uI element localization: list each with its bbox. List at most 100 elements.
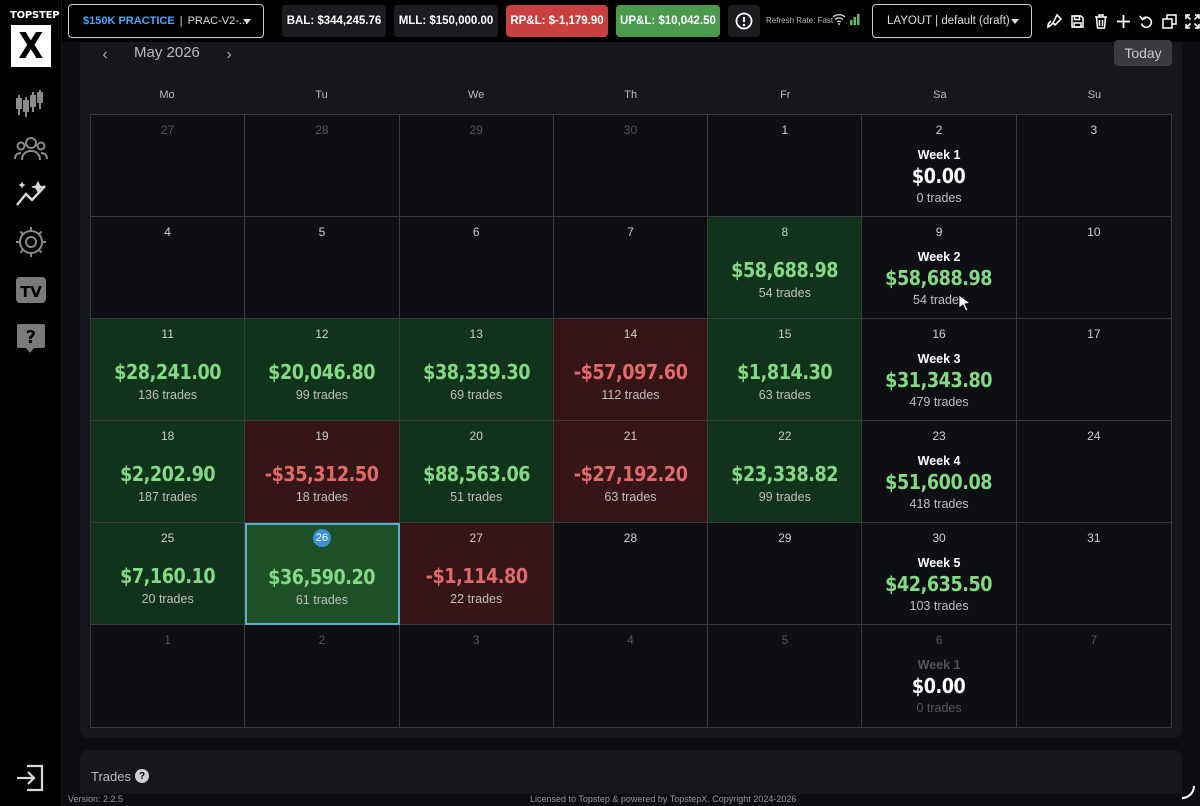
day-cell[interactable]: 2 bbox=[245, 625, 400, 727]
day-trade-count: 22 trades bbox=[450, 592, 503, 606]
day-cell[interactable]: 3 bbox=[1016, 115, 1171, 217]
day-trade-count: 136 trades bbox=[138, 388, 198, 402]
calendar-grid: 27 28 29 30 1 2 Week 1 $0.00 0 trades 3 4 5 6 7 8 $58,6… bbox=[90, 114, 1172, 728]
unrealized-pnl-stat: UP&L: $10,042.50 bbox=[616, 5, 720, 37]
day-number: 9 bbox=[935, 225, 943, 239]
weekday-label: Th bbox=[624, 89, 638, 101]
calendar-panel: ‹ May 2026 › Today Mo Tu We Th Fr Sa Su 27 28 29… bbox=[80, 40, 1182, 738]
resize-handle-icon[interactable] bbox=[1180, 784, 1196, 800]
prev-month-button[interactable]: ‹ bbox=[102, 46, 108, 63]
day-number: 8 bbox=[781, 225, 789, 239]
day-cell[interactable]: 31 bbox=[1016, 523, 1171, 625]
day-cell[interactable]: 7 bbox=[553, 217, 709, 319]
gear-icon[interactable] bbox=[13, 224, 49, 260]
day-cell[interactable]: 28 bbox=[553, 523, 709, 625]
cursor-icon bbox=[958, 294, 971, 312]
week-pnl: $31,343.80 bbox=[885, 368, 993, 392]
trash-icon[interactable] bbox=[1092, 11, 1109, 31]
day-cell[interactable]: 4 bbox=[91, 217, 246, 319]
day-cell[interactable]: 12 $20,046.80 99 trades bbox=[245, 319, 400, 421]
day-cell[interactable]: 18 $2,202.90 187 trades bbox=[91, 421, 246, 523]
day-cell[interactable]: 29 bbox=[708, 523, 863, 625]
day-number: 6 bbox=[472, 225, 480, 239]
day-cell[interactable]: 27 -$1,114.80 22 trades bbox=[399, 523, 554, 625]
day-cell[interactable]: 3 bbox=[399, 625, 554, 727]
day-trade-count: 20 trades bbox=[141, 592, 194, 606]
today-day-badge: 26 bbox=[312, 529, 331, 547]
brush-icon[interactable] bbox=[1046, 11, 1063, 31]
day-cell[interactable]: 1 bbox=[91, 625, 246, 727]
day-pnl: $38,339.30 bbox=[422, 360, 530, 384]
logout-icon[interactable] bbox=[13, 760, 49, 796]
day-cell[interactable]: 27 bbox=[91, 115, 246, 217]
day-cell[interactable]: 28 bbox=[245, 115, 400, 217]
brand-logo[interactable]: X bbox=[11, 25, 51, 67]
day-cell[interactable]: 26 $36,590.20 61 trades bbox=[245, 523, 400, 625]
plus-icon[interactable] bbox=[1115, 11, 1132, 31]
day-number: 27 bbox=[160, 123, 175, 137]
chart-icon[interactable] bbox=[13, 86, 49, 122]
layout-toolbar bbox=[1046, 11, 1200, 31]
week-summary-cell[interactable]: 2 Week 1 $0.00 0 trades bbox=[862, 115, 1017, 217]
day-cell[interactable]: 14 -$57,097.60 112 trades bbox=[553, 319, 709, 421]
alert-icon bbox=[735, 12, 753, 30]
day-cell[interactable]: 6 bbox=[399, 217, 554, 319]
week-summary-cell[interactable]: 16 Week 3 $31,343.80 479 trades bbox=[862, 319, 1017, 421]
day-cell[interactable]: 1 bbox=[708, 115, 863, 217]
day-cell[interactable]: 29 bbox=[399, 115, 554, 217]
popout-icon[interactable] bbox=[1161, 11, 1178, 31]
week-trade-count: 479 trades bbox=[909, 395, 969, 409]
week-summary-cell[interactable]: 6 Week 1 $0.00 0 trades bbox=[862, 625, 1017, 727]
help-icon[interactable]: ? bbox=[13, 320, 49, 356]
next-month-button[interactable]: › bbox=[226, 46, 232, 63]
today-button[interactable]: Today bbox=[1114, 40, 1172, 66]
day-cell[interactable]: 21 -$27,192.20 63 trades bbox=[553, 421, 709, 523]
day-cell[interactable]: 10 bbox=[1016, 217, 1171, 319]
day-cell[interactable]: 20 $88,563.06 51 trades bbox=[399, 421, 554, 523]
day-trade-count: 187 trades bbox=[138, 490, 198, 504]
day-cell[interactable]: 11 $28,241.00 136 trades bbox=[91, 319, 246, 421]
day-cell[interactable]: 24 bbox=[1016, 421, 1171, 523]
help-icon[interactable]: ? bbox=[135, 769, 149, 783]
mll-stat: MLL: $150,000.00 bbox=[394, 5, 498, 37]
tv-icon[interactable]: TV bbox=[13, 272, 49, 308]
balance-stat: BAL: $344,245.76 bbox=[282, 5, 386, 37]
week-trade-count: 418 trades bbox=[909, 497, 969, 511]
day-number: 1 bbox=[781, 123, 789, 137]
week-summary-cell[interactable]: 23 Week 4 $51,600.08 418 trades bbox=[862, 421, 1017, 523]
wifi-icon bbox=[832, 14, 846, 25]
day-trade-count: 18 trades bbox=[295, 490, 348, 504]
day-number: 27 bbox=[469, 531, 483, 545]
day-cell[interactable]: 30 bbox=[553, 115, 709, 217]
week-summary-cell[interactable]: 9 Week 2 $58,688.98 54 trades bbox=[862, 217, 1017, 319]
alert-button[interactable] bbox=[728, 5, 760, 37]
account-select[interactable]: $150K PRACTICE | PRAC-V2-... bbox=[68, 4, 264, 38]
day-cell[interactable]: 19 -$35,312.50 18 trades bbox=[245, 421, 400, 523]
fullscreen-icon[interactable] bbox=[1184, 11, 1200, 31]
week-summary-cell[interactable]: 30 Week 5 $42,635.50 103 trades bbox=[862, 523, 1017, 625]
day-cell[interactable]: 5 bbox=[245, 217, 400, 319]
save-icon[interactable] bbox=[1069, 11, 1086, 31]
undo-icon[interactable] bbox=[1138, 11, 1155, 31]
trades-panel: Trades ? bbox=[80, 750, 1182, 794]
day-cell[interactable]: 17 bbox=[1016, 319, 1171, 421]
day-cell[interactable]: 25 $7,160.10 20 trades bbox=[91, 523, 246, 625]
day-cell[interactable]: 8 $58,688.98 54 trades bbox=[708, 217, 863, 319]
day-cell[interactable]: 22 $23,338.82 99 trades bbox=[708, 421, 863, 523]
users-icon[interactable] bbox=[13, 131, 49, 167]
day-cell[interactable]: 7 bbox=[1016, 625, 1171, 727]
week-label: Week 1 bbox=[917, 148, 961, 162]
analytics-icon[interactable] bbox=[13, 176, 49, 212]
day-cell[interactable]: 5 bbox=[708, 625, 863, 727]
layout-select[interactable]: LAYOUT | default (draft) bbox=[872, 4, 1032, 38]
chevron-down-icon bbox=[243, 19, 251, 24]
day-number: 7 bbox=[1090, 633, 1098, 647]
day-trade-count: 99 trades bbox=[758, 490, 811, 504]
day-cell[interactable]: 15 $1,814.30 63 trades bbox=[708, 319, 863, 421]
sidebar: TOPSTEP X TV bbox=[0, 0, 62, 806]
day-pnl: $58,688.98 bbox=[731, 258, 839, 282]
day-cell[interactable]: 13 $38,339.30 69 trades bbox=[399, 319, 554, 421]
day-trade-count: 112 trades bbox=[601, 388, 660, 402]
day-number: 3 bbox=[1090, 123, 1098, 137]
day-cell[interactable]: 4 bbox=[553, 625, 709, 727]
